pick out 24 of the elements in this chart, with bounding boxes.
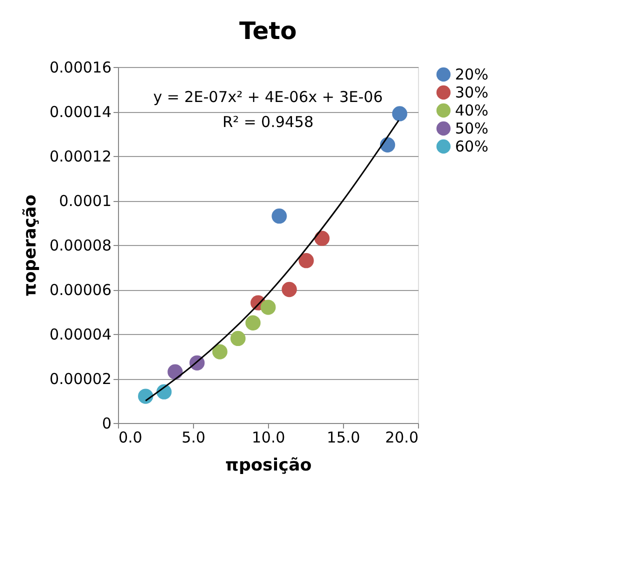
x-tick-label: 20.0	[385, 428, 418, 446]
legend-label: 60%	[455, 138, 488, 156]
y-tick-label: 0.00016	[49, 58, 112, 76]
y-tick-label: 0.00006	[49, 281, 112, 299]
y-tick-label: 0.00008	[49, 236, 112, 254]
legend-label: 30%	[455, 84, 488, 102]
x-tick-label: 10.0	[252, 428, 286, 446]
y-tick-label: 0.00002	[49, 370, 112, 388]
x-tick-label: 0.0	[118, 428, 142, 446]
legend-label: 50%	[455, 120, 488, 138]
legend-label: 40%	[455, 102, 488, 120]
y-axis-title: πoperação	[20, 194, 40, 296]
y-tick-label: 0	[102, 414, 112, 432]
x-tick-label: 15.0	[326, 428, 360, 446]
y-tick-label: 0.00004	[49, 326, 112, 344]
y-tick-label: 0.0001	[59, 192, 112, 210]
chart-title: Teto	[239, 17, 297, 45]
legend-label: 20%	[455, 66, 488, 84]
y-tick-label: 0.00012	[49, 148, 112, 166]
x-tick-label: 5.0	[182, 428, 206, 446]
annotation: R² = 0.9458	[222, 113, 314, 131]
x-axis-title: πposição	[225, 456, 312, 476]
y-tick-label: 0.00014	[49, 103, 112, 121]
annotation: y = 2E-07x² + 4E-06x + 3E-06	[153, 88, 383, 106]
